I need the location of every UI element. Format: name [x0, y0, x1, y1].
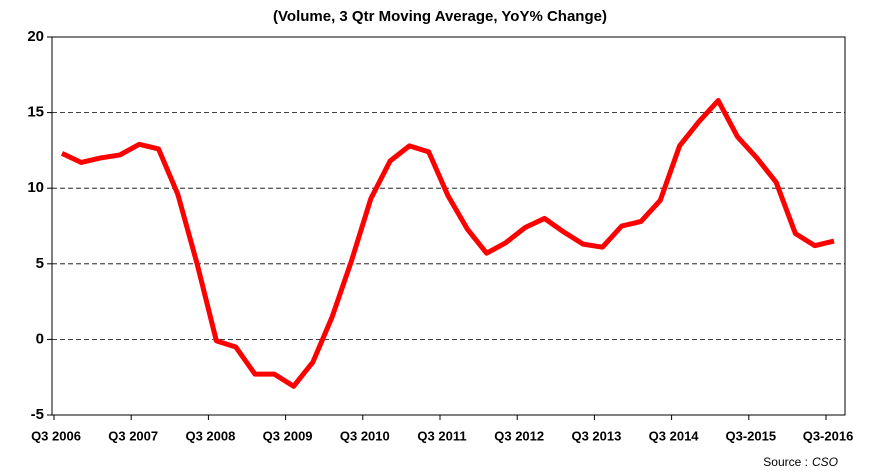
- x-tick-label: Q3 2013: [571, 428, 621, 443]
- y-tick-label: 15: [27, 104, 44, 121]
- source: CSO: [812, 455, 838, 469]
- x-tick-label: Q3-2016: [803, 428, 854, 443]
- line: [60, 98, 835, 389]
- x-tick-label: Q3 2011: [417, 428, 466, 443]
- x-tick-label: Q3 2014: [649, 428, 700, 443]
- x-tick-label: Q3 2006: [31, 428, 81, 443]
- x-tick-label: Q3 2012: [494, 428, 544, 443]
- source-label: Source :: [763, 455, 808, 469]
- x-tick-label: Q3 2009: [263, 428, 313, 443]
- x-tick-label: Q3 2007: [108, 428, 158, 443]
- x-tick-label: Q3-2015: [726, 428, 777, 443]
- y-tick-label: -5: [31, 406, 44, 423]
- y-tick-label: 5: [36, 255, 44, 272]
- x-tick-label: Q3 2008: [185, 428, 235, 443]
- x-tick-label: Q3 2010: [340, 428, 390, 443]
- chart-title: (Volume, 3 Qtr Moving Average, YoY% Chan…: [273, 8, 607, 25]
- y-tick-label: 10: [27, 179, 44, 196]
- y-tick-label: 20: [27, 28, 44, 45]
- plot-frame: [51, 36, 846, 416]
- y-tick-label: 0: [36, 330, 44, 347]
